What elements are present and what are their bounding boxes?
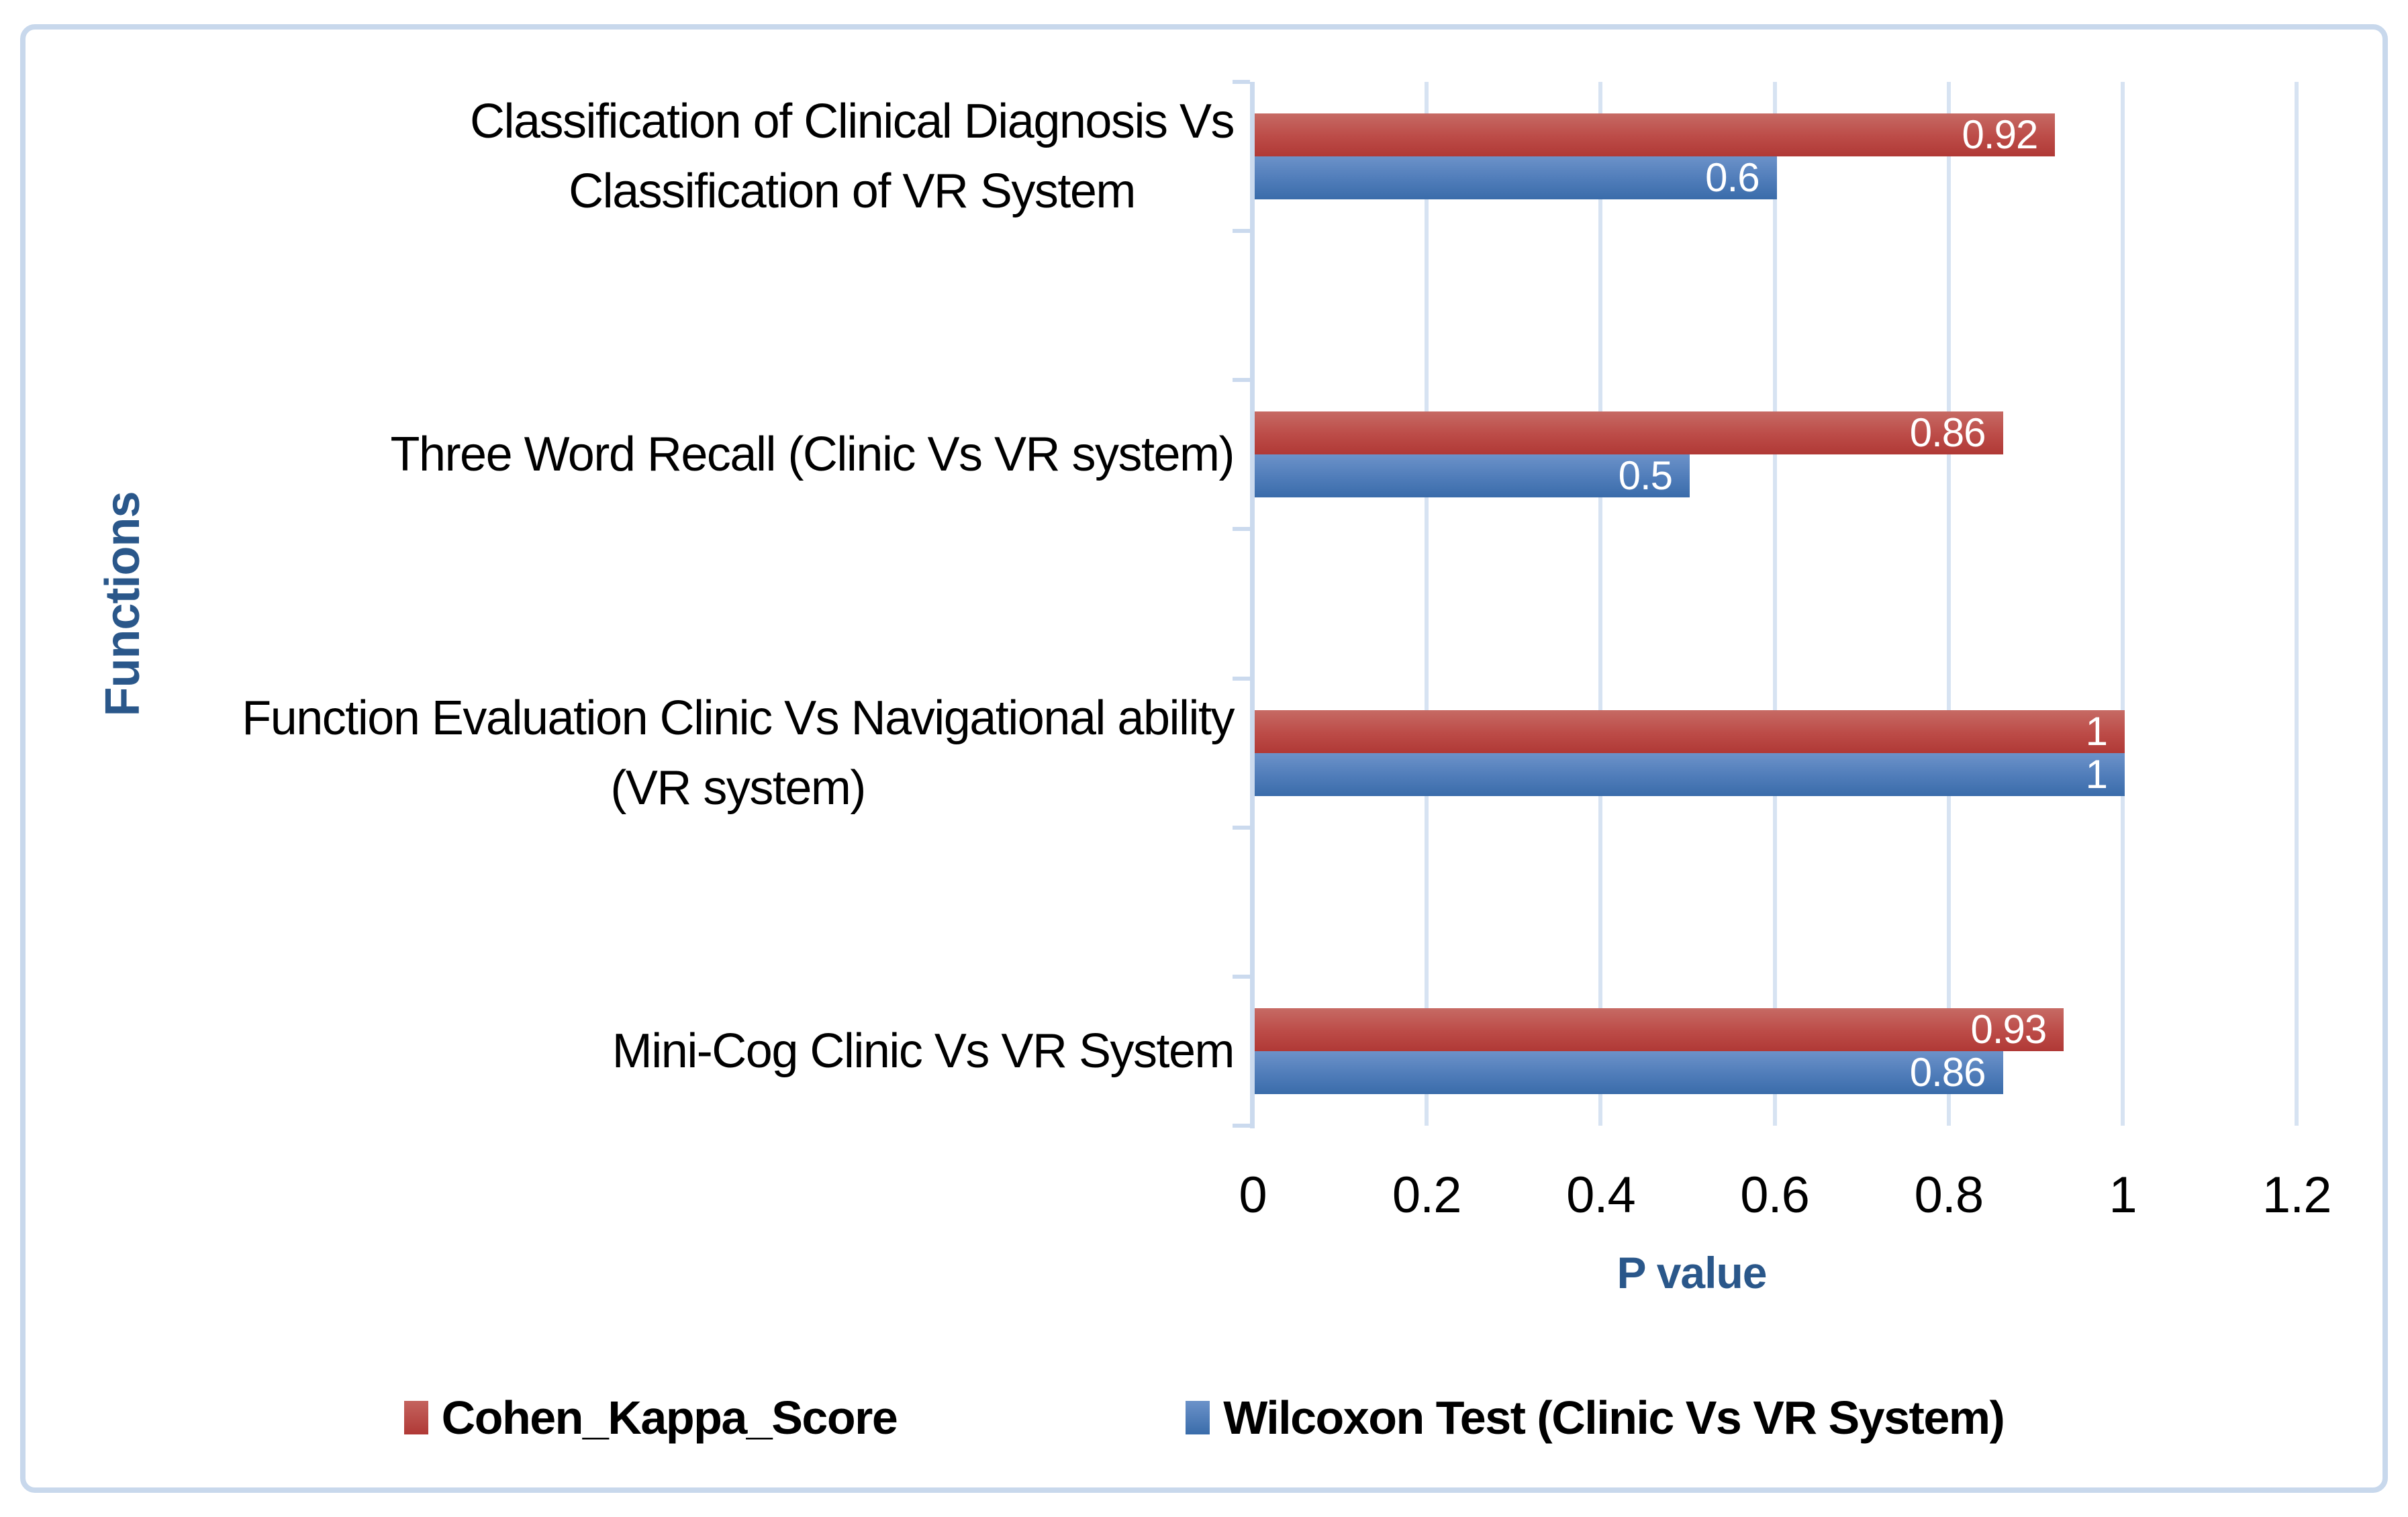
legend-label: Wilcoxon Test (Clinic Vs VR System) bbox=[1223, 1391, 2005, 1444]
category-label-line: Mini-Cog Clinic Vs VR System bbox=[612, 1024, 1235, 1078]
category-axis-tick bbox=[1233, 974, 1250, 979]
legend-swatch-red-icon bbox=[403, 1401, 428, 1434]
y-axis-title: Functions bbox=[96, 491, 150, 717]
category-label-line: Three Word Recall (Clinic Vs VR system) bbox=[390, 428, 1235, 482]
gridline-x-0.6 bbox=[1772, 82, 1777, 1126]
category-label-line: Classification of Clinical Diagnosis Vs bbox=[470, 95, 1235, 149]
gridline-x-0.8 bbox=[1946, 82, 1951, 1126]
category-label: Three Word Recall (Clinic Vs VR system) bbox=[390, 420, 1235, 489]
category-label-line: Classification of VR System bbox=[569, 164, 1136, 219]
category-label: Function Evaluation Clinic Vs Navigation… bbox=[242, 683, 1235, 823]
data-label: 0.93 bbox=[1970, 1006, 2047, 1052]
x-tick-label-0.8: 0.8 bbox=[1914, 1167, 1984, 1224]
category-axis-tick bbox=[1233, 378, 1250, 383]
category-axis-tick bbox=[1233, 1124, 1250, 1128]
data-label: 0.86 bbox=[1909, 410, 1986, 456]
legend: Cohen_Kappa_Score Wilcoxon Test (Clinic V… bbox=[0, 1377, 2408, 1458]
x-tick-label-0.2: 0.2 bbox=[1392, 1167, 1462, 1224]
legend-item-red: Cohen_Kappa_Score bbox=[403, 1391, 898, 1445]
bar-blue-category-3: 1 bbox=[1255, 751, 2125, 797]
gridline-x-1 bbox=[2121, 82, 2125, 1126]
bar-red-category-1: 0.92 bbox=[1255, 112, 2056, 158]
category-label: Classification of Clinical Diagnosis Vs C… bbox=[470, 87, 1235, 226]
gridline-x-0.2 bbox=[1425, 82, 1429, 1126]
category-label: Mini-Cog Clinic Vs VR System bbox=[612, 1016, 1235, 1086]
data-label: 1 bbox=[2085, 708, 2108, 754]
data-label: 0.86 bbox=[1909, 1049, 1986, 1095]
bar-blue-category-2: 0.5 bbox=[1255, 453, 1690, 499]
data-label: 1 bbox=[2085, 751, 2108, 797]
x-tick-label-0.6: 0.6 bbox=[1740, 1167, 1810, 1224]
category-label-line: Function Evaluation Clinic Vs Navigation… bbox=[242, 691, 1235, 745]
category-axis-tick bbox=[1233, 676, 1250, 681]
data-label: 0.5 bbox=[1618, 453, 1673, 499]
gridline-x-0.4 bbox=[1598, 82, 1603, 1126]
legend-label: Cohen_Kappa_Score bbox=[441, 1391, 898, 1444]
data-label: 0.6 bbox=[1705, 155, 1760, 201]
bar-blue-category-4: 0.86 bbox=[1255, 1049, 2003, 1095]
bar-red-category-3: 1 bbox=[1255, 708, 2125, 754]
category-axis-tick bbox=[1233, 527, 1250, 532]
gridline-x-1.2 bbox=[2295, 82, 2299, 1126]
category-axis-tick bbox=[1233, 229, 1250, 234]
bar-red-category-4: 0.93 bbox=[1255, 1008, 2064, 1051]
legend-item-blue: Wilcoxon Test (Clinic Vs VR System) bbox=[1186, 1391, 2005, 1445]
category-label-line: (VR system) bbox=[610, 761, 866, 815]
x-tick-label-1: 1 bbox=[2109, 1167, 2137, 1224]
bar-red-category-2: 0.86 bbox=[1255, 410, 2003, 456]
x-axis-title: P value bbox=[1617, 1248, 1768, 1298]
data-label: 0.92 bbox=[1962, 112, 2039, 158]
x-tick-label-0: 0 bbox=[1239, 1167, 1267, 1224]
legend-swatch-blue-icon bbox=[1186, 1401, 1210, 1434]
category-axis-line bbox=[1250, 82, 1255, 1128]
x-tick-label-1.2: 1.2 bbox=[2262, 1167, 2332, 1224]
category-axis-tick bbox=[1233, 80, 1250, 84]
x-tick-label-0.4: 0.4 bbox=[1566, 1167, 1636, 1224]
bar-blue-category-1: 0.6 bbox=[1255, 155, 1777, 201]
category-axis-tick bbox=[1233, 825, 1250, 830]
